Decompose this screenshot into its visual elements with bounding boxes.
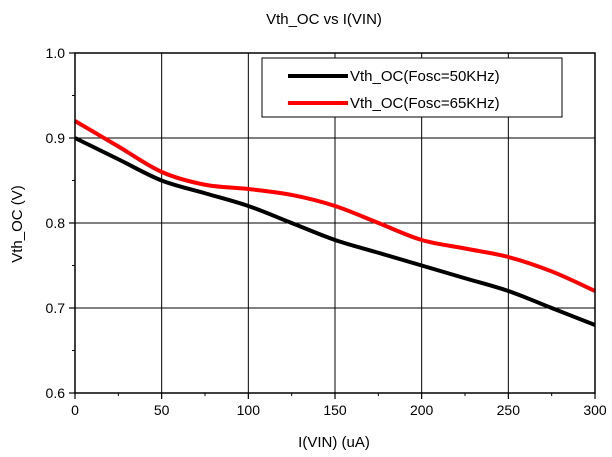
y-tick-label: 0.9 (46, 130, 66, 146)
tick-labels: 0 50 100 150 200 250 300 0.6 0.7 0.8 0.9 1.0 (46, 45, 607, 418)
x-axis-title: I(VIN) (uA) (298, 434, 370, 451)
x-tick-label: 250 (497, 402, 521, 418)
y-tick-label: 1.0 (46, 45, 66, 61)
legend: Vth_OC(Fosc=50KHz) Vth_OC(Fosc=65KHz) (261, 57, 563, 118)
x-tick-label: 0 (71, 402, 79, 418)
series-line-2 (73, 119, 596, 293)
y-tick-label: 0.7 (46, 300, 66, 316)
x-tick-label: 100 (237, 402, 261, 418)
chart-title: Vth_OC vs I(VIN) (266, 11, 382, 28)
y-tick-label: 0.8 (46, 215, 66, 231)
series-layer (73, 119, 596, 327)
series-line-1 (74, 136, 596, 327)
legend-box (261, 57, 563, 118)
legend-label-1: Vth_OC(Fosc=50KHz) (350, 68, 500, 85)
ticks (69, 52, 596, 399)
legend-label-2: Vth_OC(Fosc=65KHz) (350, 95, 500, 112)
x-tick-label: 50 (154, 402, 170, 418)
y-tick-label: 0.6 (46, 385, 66, 401)
x-tick-label: 150 (323, 402, 347, 418)
x-tick-label: 300 (583, 402, 607, 418)
y-axis-title: Vth_OC (V) (9, 185, 26, 263)
x-tick-label: 200 (410, 402, 434, 418)
